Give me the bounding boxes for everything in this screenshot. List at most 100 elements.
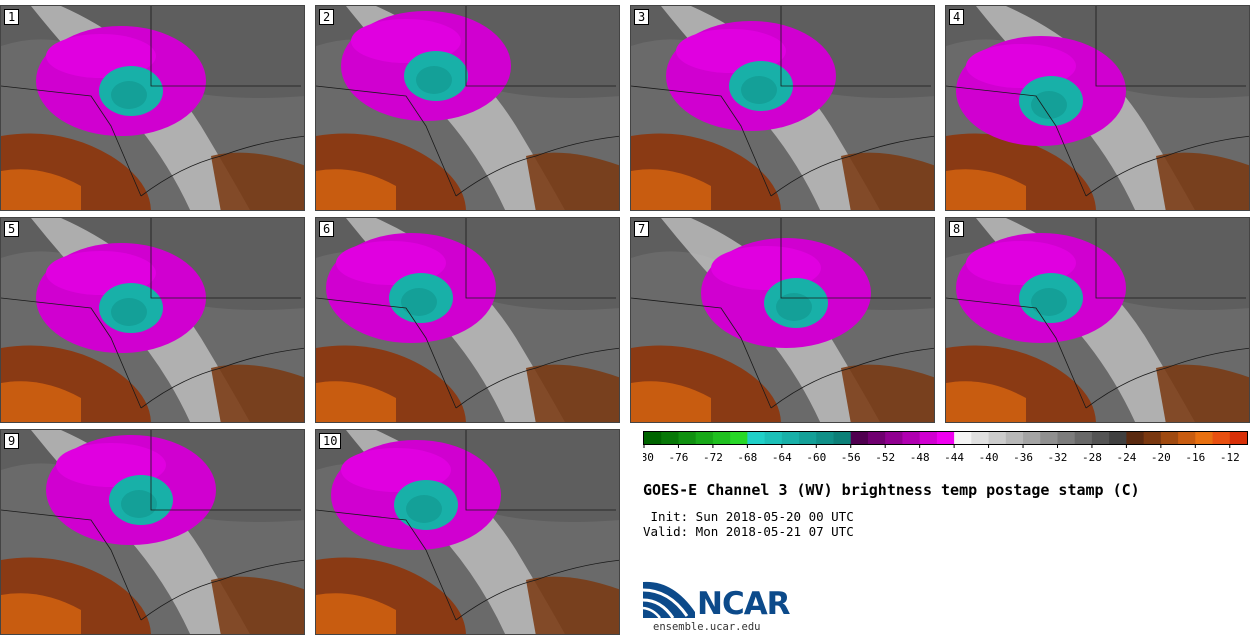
colorbar-bin — [1212, 431, 1231, 444]
convective-core — [401, 288, 437, 316]
state-border — [1, 430, 301, 621]
member-panel: 1 — [0, 5, 305, 211]
colorbar-bin — [867, 431, 886, 444]
convective-core — [416, 66, 452, 94]
dry-slot-east — [841, 364, 934, 422]
colorbar-bin — [1005, 431, 1024, 444]
convective-core — [111, 81, 147, 109]
state-border — [316, 430, 616, 621]
colorbar-bin — [850, 431, 869, 444]
dry-slot-core — [316, 169, 396, 210]
dry-slot-core — [946, 169, 1026, 210]
coastline — [1085, 347, 1249, 409]
colorbar-bin — [954, 431, 972, 444]
colorbar: -80 -76 -72 -68 -64 -60 -56 -52 -48 -44 -40 -36 -32 -… — [643, 431, 1248, 464]
convective-core — [776, 293, 812, 321]
colorbar-bin — [1040, 431, 1058, 444]
valid-time: Valid: Mon 2018-05-21 07 UTC — [643, 524, 854, 539]
colorbar-bin — [644, 431, 662, 444]
member-panel: 9 — [0, 429, 305, 635]
dry-slot-core — [1, 169, 81, 210]
dry-slot-east — [211, 152, 304, 210]
colorbar-bin — [730, 431, 748, 444]
convective-core — [741, 76, 777, 104]
member-map — [1, 430, 304, 634]
member-map — [316, 430, 619, 634]
member-map — [946, 218, 1249, 422]
member-map — [631, 6, 934, 210]
member-label: 7 — [634, 221, 650, 237]
coastline — [140, 559, 304, 621]
colorbar-bin — [747, 431, 765, 444]
member-map — [1, 218, 304, 422]
dry-slot-east — [841, 152, 934, 210]
ncar-wordmark: NCAR — [697, 586, 791, 622]
member-label: 9 — [4, 433, 20, 449]
convective-core — [111, 298, 147, 326]
dry-slot-core — [946, 381, 1026, 422]
coastline — [1085, 135, 1249, 197]
member-panel: 2 — [315, 5, 620, 211]
dry-slot-east — [526, 152, 619, 210]
state-border — [316, 6, 616, 197]
dry-slot-east — [1156, 364, 1249, 422]
colorbar-bin — [936, 431, 955, 444]
colorbar-bin — [988, 431, 1007, 444]
state-border — [631, 6, 931, 197]
colorbar-bin — [1109, 431, 1127, 444]
colorbar-bin — [1091, 431, 1110, 444]
dry-slot-east — [526, 576, 619, 634]
colorbar-bin — [1160, 431, 1179, 444]
colorbar-tick-label: -12 — [1220, 451, 1240, 464]
member-map — [1, 6, 304, 210]
member-label: 3 — [634, 9, 650, 25]
member-label: 2 — [319, 9, 335, 25]
member-label: 10 — [319, 433, 342, 449]
coastline — [770, 135, 934, 197]
convective-core — [1031, 91, 1067, 119]
dry-slot-core — [1, 381, 81, 422]
colorbar-border — [643, 431, 1248, 445]
member-label: 8 — [949, 221, 965, 237]
colorbar-tick-label: -80 — [643, 451, 654, 464]
coastline — [455, 135, 619, 197]
state-border — [631, 218, 931, 409]
colorbar-bin — [1195, 431, 1213, 444]
colorbar-tick-label: -16 — [1185, 451, 1205, 464]
ncar-url: ensemble.ucar.edu — [653, 621, 761, 633]
dry-slot-core — [1, 593, 81, 634]
colorbar-bin — [919, 431, 938, 444]
colorbar-bin — [1023, 431, 1041, 444]
colorbar-tick-label: -76 — [669, 451, 689, 464]
colorbar-bin — [764, 431, 783, 444]
colorbar-bin — [661, 431, 679, 444]
colorbar-bin — [799, 431, 817, 444]
dry-slot-core — [316, 593, 396, 634]
colorbar-tick-label: -20 — [1151, 451, 1171, 464]
member-panel: 10 — [315, 429, 620, 635]
colorbar-tick-label: -28 — [1082, 451, 1102, 464]
coastline — [455, 559, 619, 621]
init-time: Init: Sun 2018-05-20 00 UTC — [643, 509, 854, 524]
colorbar-tick-label: -64 — [772, 451, 792, 464]
convective-core — [121, 490, 157, 518]
dry-slot-east — [526, 364, 619, 422]
colorbar-bin — [678, 431, 697, 444]
state-border — [946, 218, 1246, 409]
convective-core — [1031, 288, 1067, 316]
member-panel: 6 — [315, 217, 620, 423]
convective-core — [406, 495, 442, 523]
state-border — [1, 218, 301, 409]
colorbar-tick-label: -32 — [1048, 451, 1068, 464]
colorbar-tick-label: -48 — [910, 451, 930, 464]
member-map — [316, 6, 619, 210]
colorbar-bin — [1229, 431, 1248, 444]
coastline — [140, 347, 304, 409]
colorbar-bin — [816, 431, 834, 444]
colorbar-tick-label: -44 — [944, 451, 964, 464]
state-border — [946, 6, 1246, 197]
member-map — [631, 218, 934, 422]
colorbar-bin — [1057, 431, 1076, 444]
member-label: 1 — [4, 9, 20, 25]
chart-title: GOES-E Channel 3 (WV) brightness temp po… — [643, 481, 1140, 499]
